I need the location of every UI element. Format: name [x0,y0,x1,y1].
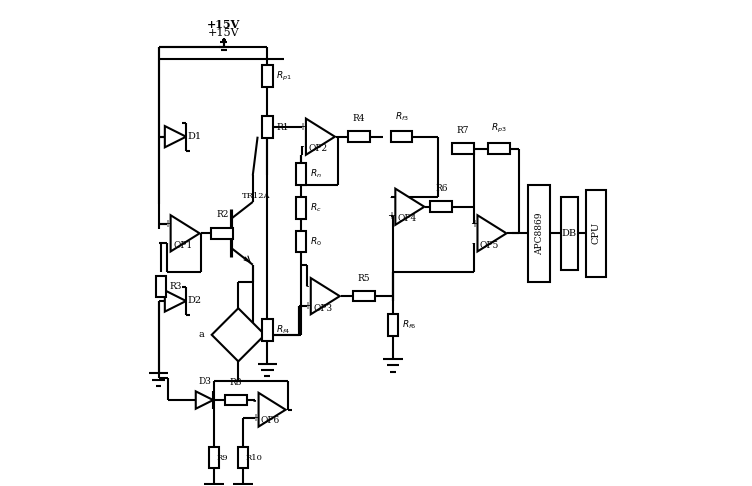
Bar [156,276,166,297]
Bar [262,319,272,341]
Bar [238,447,248,469]
Text: R9: R9 [217,453,228,462]
Text: R7: R7 [456,126,469,135]
Bar [348,131,370,142]
Text: CPU: CPU [591,222,600,244]
Text: -: - [305,281,308,292]
Text: OP2: OP2 [308,144,328,153]
Bar [296,231,306,252]
Text: $R_{p3}$: $R_{p3}$ [491,122,507,135]
Bar [488,143,510,154]
Text: OP1: OP1 [173,241,193,250]
Text: R5: R5 [358,274,370,283]
Polygon shape [259,393,286,427]
Text: OP6: OP6 [260,416,279,425]
Polygon shape [196,391,213,409]
Text: APC8869: APC8869 [535,212,544,255]
Bar [529,185,550,282]
Bar [296,163,306,185]
Text: TR12A: TR12A [242,191,271,200]
Text: $R_{p1}$: $R_{p1}$ [276,69,292,83]
Text: OP5: OP5 [480,241,499,250]
Text: -: - [253,396,256,406]
Bar [296,197,306,219]
Polygon shape [478,215,506,251]
Text: DB: DB [562,229,577,238]
Text: $R_{f3}$: $R_{f3}$ [395,111,408,123]
Text: $R_0$: $R_0$ [310,235,322,248]
Bar [209,447,220,469]
Polygon shape [165,290,186,312]
Bar [353,291,374,301]
Text: +: + [250,414,259,423]
Text: +15V: +15V [208,28,240,38]
Text: +: + [469,219,478,229]
Polygon shape [165,126,186,147]
Bar [225,395,247,405]
Text: b: b [267,330,274,339]
Text: +: + [387,211,396,222]
Bar [430,201,452,212]
Text: +: + [162,219,171,229]
Text: +: + [298,122,306,132]
Text: -: - [165,238,168,248]
Bar [561,197,578,270]
Text: -: - [390,192,393,202]
Text: R1: R1 [276,122,289,132]
Text: R6: R6 [435,184,447,193]
Bar [587,190,605,277]
Polygon shape [396,189,424,225]
Text: a: a [199,330,205,339]
Text: R10: R10 [246,453,262,462]
Bar [387,314,399,336]
Text: $R_{f6}$: $R_{f6}$ [402,319,416,331]
Text: -: - [472,238,475,248]
Bar [211,228,233,239]
Text: R2: R2 [216,210,229,219]
Bar [262,66,272,87]
Text: +15V: +15V [207,19,241,31]
Polygon shape [212,308,265,362]
Text: R8: R8 [229,378,242,386]
Text: OP3: OP3 [314,304,332,312]
Text: +: + [303,301,311,311]
Text: OP4: OP4 [398,214,417,224]
Text: D1: D1 [187,132,202,141]
Text: D3: D3 [198,377,211,385]
Text: R4: R4 [353,114,365,123]
Text: R3: R3 [169,282,181,291]
Text: $R_c$: $R_c$ [310,202,321,214]
Bar [452,143,474,154]
Bar [391,131,413,142]
Polygon shape [171,215,199,251]
Text: D2: D2 [187,296,202,306]
Polygon shape [306,119,335,155]
Bar [262,116,272,138]
Text: $R_n$: $R_n$ [310,168,322,180]
Polygon shape [311,278,340,314]
Text: -: - [300,141,304,151]
Text: $R_{f4}$: $R_{f4}$ [276,324,290,336]
